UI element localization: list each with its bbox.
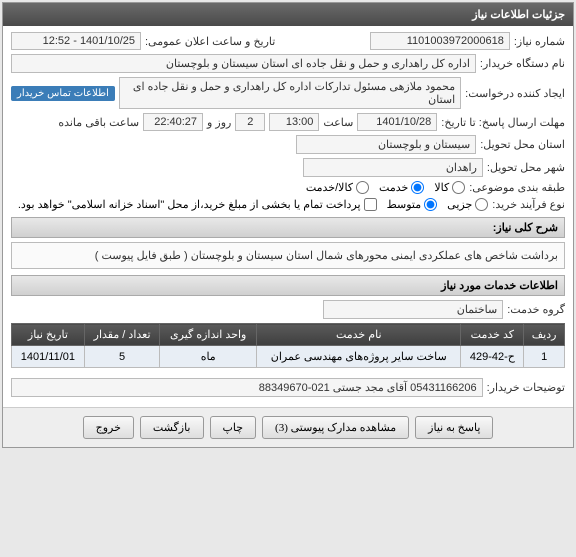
value-days-left: 2 bbox=[235, 113, 265, 131]
label-process: نوع فرآیند خرید: bbox=[492, 198, 565, 211]
radio-kala[interactable]: کالا bbox=[434, 181, 465, 194]
label-province: استان محل تحویل: bbox=[480, 138, 565, 151]
label-remaining: ساعت باقی مانده bbox=[58, 116, 139, 129]
th-qty: تعداد / مقدار bbox=[84, 324, 160, 346]
label-buyer-org: نام دستگاه خریدار: bbox=[480, 57, 565, 70]
value-deadline-date: 1401/10/28 bbox=[357, 113, 437, 131]
row-deadline: مهلت ارسال پاسخ: تا تاریخ: 1401/10/28 سا… bbox=[11, 113, 565, 131]
row-buyer-org: نام دستگاه خریدار: اداره کل راهداری و حم… bbox=[11, 54, 565, 73]
label-public-time: تاریخ و ساعت اعلان عمومی: bbox=[145, 35, 275, 48]
services-table: ردیف کد خدمت نام خدمت واحد اندازه گیری ت… bbox=[11, 323, 565, 368]
cell-unit: ماه bbox=[160, 346, 257, 368]
value-province: سیستان و بلوچستان bbox=[296, 135, 476, 154]
section-desc-title: شرح کلی نیاز: bbox=[11, 217, 565, 238]
th-row: ردیف bbox=[524, 324, 565, 346]
th-code: کد خدمت bbox=[461, 324, 524, 346]
radio-medium[interactable]: متوسط bbox=[387, 198, 438, 211]
table-header-row: ردیف کد خدمت نام خدمت واحد اندازه گیری ت… bbox=[12, 324, 565, 346]
attachments-button[interactable]: مشاهده مدارک پیوستی (3) bbox=[262, 416, 409, 439]
cell-date: 1401/11/01 bbox=[12, 346, 85, 368]
footer-bar: پاسخ به نیاز مشاهده مدارک پیوستی (3) چاپ… bbox=[3, 407, 573, 447]
value-service-group: ساختمان bbox=[323, 300, 503, 319]
checkbox-payment[interactable]: پرداخت تمام یا بخشی از مبلغ خرید،از محل … bbox=[18, 198, 377, 211]
cell-qty: 5 bbox=[84, 346, 160, 368]
radio-kala-input[interactable] bbox=[452, 181, 465, 194]
need-details-panel: جزئیات اطلاعات نیاز شماره نیاز: 11010039… bbox=[2, 2, 574, 448]
process-radios: جزیی متوسط bbox=[387, 198, 489, 211]
reply-button[interactable]: پاسخ به نیاز bbox=[415, 416, 493, 439]
section-services-title: اطلاعات خدمات مورد نیاز bbox=[11, 275, 565, 296]
value-creator: محمود ملازهی مسئول تدارکات اداره کل راهد… bbox=[119, 77, 461, 109]
checkbox-payment-input[interactable] bbox=[364, 198, 377, 211]
row-need-no: شماره نیاز: 1101003972000618 تاریخ و ساع… bbox=[11, 32, 565, 50]
radio-kala-label: کالا bbox=[434, 181, 449, 194]
radio-both-label: کالا/خدمت bbox=[306, 181, 353, 194]
panel-title: جزئیات اطلاعات نیاز bbox=[3, 3, 573, 26]
label-deadline: مهلت ارسال پاسخ: تا تاریخ: bbox=[441, 116, 565, 129]
value-buyer-org: اداره کل راهداری و حمل و نقل جاده ای است… bbox=[11, 54, 476, 73]
label-buyer-notes: توضیحات خریدار: bbox=[487, 381, 565, 394]
label-creator: ایجاد کننده درخواست: bbox=[465, 87, 565, 100]
row-service-group: گروه خدمت: ساختمان bbox=[11, 300, 565, 319]
radio-medium-label: متوسط bbox=[387, 198, 422, 211]
label-classification: طبقه بندی موضوعی: bbox=[469, 181, 565, 194]
radio-medium-input[interactable] bbox=[424, 198, 437, 211]
value-time-left: 22:40:27 bbox=[143, 113, 203, 131]
value-public-time: 1401/10/25 - 12:52 bbox=[11, 32, 141, 50]
table-row[interactable]: 1 ح-42-429 ساخت سایر پروژه‌های مهندسی عم… bbox=[12, 346, 565, 368]
row-process: نوع فرآیند خرید: جزیی متوسط پرداخت تمام … bbox=[11, 198, 565, 211]
value-city: راهدان bbox=[303, 158, 483, 177]
radio-khedmat-label: خدمت bbox=[379, 181, 408, 194]
radio-both[interactable]: کالا/خدمت bbox=[306, 181, 369, 194]
th-date: تاریخ نیاز bbox=[12, 324, 85, 346]
row-classification: طبقه بندی موضوعی: کالا خدمت کالا/خدمت bbox=[11, 181, 565, 194]
radio-khedmat[interactable]: خدمت bbox=[379, 181, 424, 194]
checkbox-payment-label: پرداخت تمام یا بخشی از مبلغ خرید،از محل … bbox=[18, 198, 361, 211]
value-need-no: 1101003972000618 bbox=[370, 32, 510, 50]
back-button[interactable]: بازگشت bbox=[140, 416, 204, 439]
exit-button[interactable]: خروج bbox=[83, 416, 134, 439]
cell-code: ح-42-429 bbox=[461, 346, 524, 368]
row-city: شهر محل تحویل: راهدان bbox=[11, 158, 565, 177]
th-unit: واحد اندازه گیری bbox=[160, 324, 257, 346]
value-buyer-notes: 05431166206 آقای مجد جستی 021-88349670 bbox=[11, 378, 483, 397]
panel-body: شماره نیاز: 1101003972000618 تاریخ و ساع… bbox=[3, 26, 573, 407]
radio-both-input[interactable] bbox=[356, 181, 369, 194]
radio-small-label: جزیی bbox=[447, 198, 472, 211]
cell-name: ساخت سایر پروژه‌های مهندسی عمران bbox=[257, 346, 461, 368]
label-hour: ساعت bbox=[323, 116, 353, 129]
label-city: شهر محل تحویل: bbox=[487, 161, 565, 174]
cell-idx: 1 bbox=[524, 346, 565, 368]
contact-info-link[interactable]: اطلاعات تماس خریدار bbox=[11, 86, 115, 101]
th-name: نام خدمت bbox=[257, 324, 461, 346]
row-creator: ایجاد کننده درخواست: محمود ملازهی مسئول … bbox=[11, 77, 565, 109]
row-buyer-notes: توضیحات خریدار: 05431166206 آقای مجد جست… bbox=[11, 378, 565, 397]
description-box: برداشت شاخص های عملکردی ایمنی محورهای شم… bbox=[11, 242, 565, 269]
radio-khedmat-input[interactable] bbox=[411, 181, 424, 194]
radio-small-input[interactable] bbox=[475, 198, 488, 211]
row-province: استان محل تحویل: سیستان و بلوچستان bbox=[11, 135, 565, 154]
value-deadline-time: 13:00 bbox=[269, 113, 319, 131]
radio-small[interactable]: جزیی bbox=[447, 198, 488, 211]
label-service-group: گروه خدمت: bbox=[507, 303, 565, 316]
label-days: روز و bbox=[207, 116, 231, 129]
classification-radios: کالا خدمت کالا/خدمت bbox=[306, 181, 465, 194]
print-button[interactable]: چاپ bbox=[210, 416, 257, 439]
label-need-no: شماره نیاز: bbox=[514, 35, 565, 48]
